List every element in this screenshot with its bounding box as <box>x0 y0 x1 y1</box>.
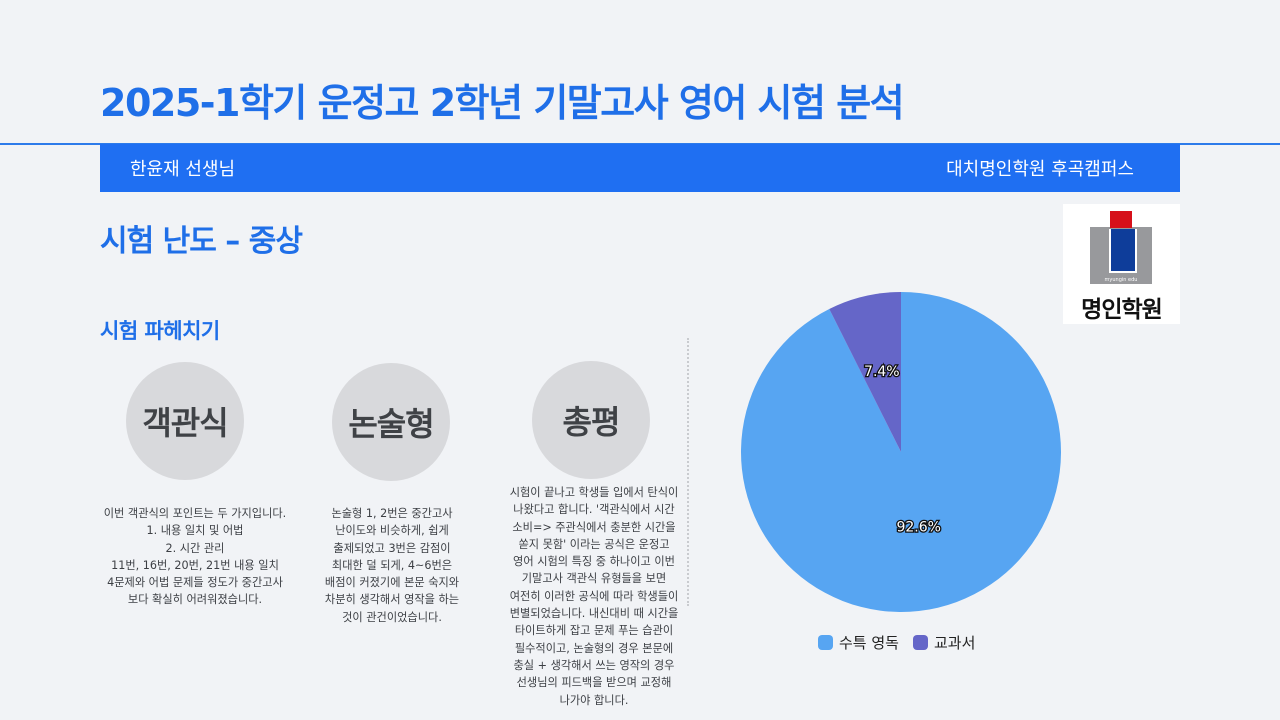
legend-label-minor: 교과서 <box>933 634 976 652</box>
legend-label-main: 수특 영독 <box>839 634 899 652</box>
logo-blue-block <box>1109 229 1137 273</box>
pie-chart: 92.6% 7.4% <box>741 292 1061 612</box>
info-bar: 한윤재 선생님 대치명인학원 후곡캠퍼스 <box>100 144 1180 192</box>
pie-label-minor: 7.4% <box>864 364 900 380</box>
objective-description: 이번 객관식의 포인트는 두 가지입니다. 1. 내용 일치 및 어법 2. 시… <box>103 507 287 607</box>
difficulty-heading: 시험 난도 – 중상 <box>100 224 303 259</box>
dotted-divider <box>687 338 689 606</box>
logo-red-block <box>1110 211 1132 228</box>
logo-name: 명인학원 <box>1081 297 1163 323</box>
teacher-name: 한윤재 선생님 <box>130 159 236 180</box>
pie-label-main: 92.6% <box>896 520 940 536</box>
campus-name: 대치명인학원 후곡캠퍼스 <box>946 159 1134 180</box>
page-title: 2025-1학기 운정고 2학년 기말고사 영어 시험 분석 <box>100 81 905 125</box>
pie-slices <box>741 292 1061 612</box>
objective-circle: 객관식 <box>126 362 244 480</box>
legend-item-minor[interactable]: 교과서 <box>912 632 976 653</box>
summary-label: 총평 <box>562 403 621 441</box>
essay-description: 논술형 1, 2번은 중간고사 난이도와 비슷하게, 쉽게 출제되었고 3번은 … <box>324 507 460 624</box>
objective-label: 객관식 <box>142 404 228 442</box>
academy-logo: myungin edu 명인학원 <box>1063 204 1180 324</box>
legend-item-main[interactable]: 수특 영독 <box>818 632 899 653</box>
section-heading: 시험 파헤치기 <box>100 319 220 343</box>
summary-circle: 총평 <box>532 361 650 479</box>
essay-label: 논술형 <box>348 405 434 443</box>
logo-subtext: myungin edu <box>1104 277 1138 283</box>
legend-swatch-main <box>818 635 833 650</box>
chart-legend: 수특 영독 교과서 <box>818 632 989 653</box>
legend-swatch-minor <box>912 635 928 650</box>
pie-slice-minor <box>829 292 901 452</box>
summary-description: 시험이 끝나고 학생들 입에서 탄식이 나왔다고 합니다. '객관식에서 시간 … <box>509 486 679 707</box>
essay-circle: 논술형 <box>332 363 450 481</box>
